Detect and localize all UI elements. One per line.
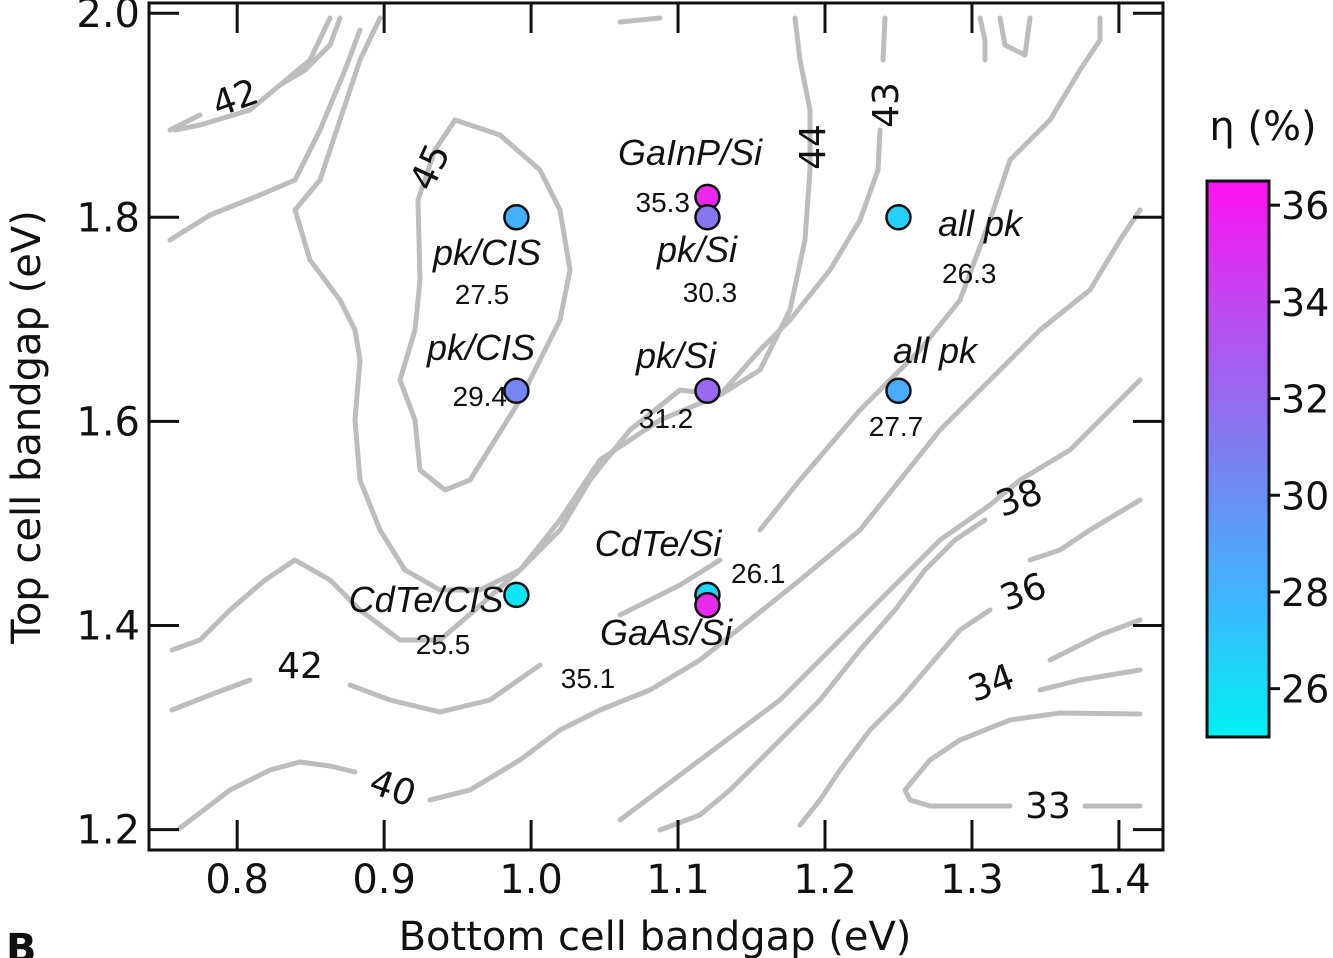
data-point-marker: [503, 377, 530, 405]
y-tick-label: 1.6: [76, 399, 140, 445]
contour-label: 34: [963, 656, 1020, 710]
point-name-label: GaAs/Si: [600, 612, 733, 653]
colorbar-tick-label: 28: [1281, 571, 1329, 615]
contour-line-42-top: [617, 15, 1033, 63]
y-axis: 1.2 1.4 1.6 1.8 2.0: [76, 0, 1163, 854]
contour-line-42: [169, 15, 1103, 715]
contour-line-42-upper: [167, 15, 343, 133]
point-name-label: pk/Si: [635, 335, 717, 376]
contour-line-38: [657, 497, 1143, 833]
point-name-label: CdTe/CIS: [349, 579, 504, 620]
x-axis: 0.8 0.9 1.0 1.1 1.2 1.3 1.4: [205, 3, 1151, 903]
contour-line-36: [797, 607, 1143, 828]
point-value-label: 30.3: [683, 277, 738, 308]
point-value-label: 26.1: [731, 558, 786, 589]
x-tick-label: 0.8: [205, 857, 269, 903]
x-tick-label: 0.9: [352, 857, 416, 903]
contour-label: 42: [207, 71, 264, 125]
point-value-label: 29.4: [453, 381, 508, 412]
data-point-marker: [694, 591, 721, 619]
contour-label: 44: [793, 124, 834, 170]
colorbar-tick-label: 26: [1281, 668, 1329, 712]
y-tick-label: 1.2: [76, 808, 140, 854]
colorbar-gradient: [1205, 179, 1271, 739]
colorbar-tick-label: 34: [1281, 281, 1329, 325]
colorbar-tick-label: 30: [1281, 474, 1329, 518]
point-value-label: 26.3: [942, 258, 997, 289]
contour-line-41: [427, 207, 1143, 803]
point-name-label: pk/CIS: [432, 232, 541, 273]
x-tick-label: 1.1: [646, 857, 710, 903]
data-point-marker: [694, 204, 721, 231]
point-name-label: CdTe/Si: [595, 523, 723, 564]
point-value-label: 27.5: [455, 279, 510, 310]
point-name-label: all pk: [893, 330, 979, 371]
contour-labels: 45 44 43 42 42 40 38 36 34 33: [207, 71, 1071, 827]
data-points: GaInP/Si 35.3 pk/Si 30.3 pk/CIS 27.5 all pk 26.…: [349, 132, 1024, 694]
contour-label: 43: [866, 82, 907, 128]
contour-label: 33: [1025, 786, 1071, 827]
x-tick-label: 1.2: [793, 857, 857, 903]
point-name-label: GaInP/Si: [618, 132, 763, 173]
contour-line-34: [902, 667, 1143, 809]
contour-label: 40: [364, 761, 421, 815]
data-point-marker: [503, 581, 530, 609]
contour-label: 42: [277, 646, 323, 687]
point-value-label: 35.3: [636, 187, 691, 218]
point-name-label: pk/CIS: [426, 327, 535, 368]
x-tick-label: 1.4: [1087, 857, 1151, 903]
x-axis-title: Bottom cell bandgap (eV): [399, 914, 912, 958]
data-point-marker: [885, 204, 912, 231]
contour-label: 45: [402, 138, 459, 197]
colorbar-ticks: 26 28 30 32 34 36: [1269, 184, 1329, 712]
plot-frame: [147, 1, 1165, 852]
y-tick-label: 1.4: [76, 603, 140, 649]
point-name-label: pk/Si: [656, 229, 738, 270]
y-axis-title: Top cell bandgap (eV): [4, 210, 50, 645]
contour-line-40: [177, 377, 1143, 831]
colorbar-title: η (%): [1209, 104, 1316, 150]
x-tick-label: 1.3: [940, 857, 1004, 903]
point-name-label: all pk: [938, 203, 1024, 244]
point-value-label: 25.5: [416, 629, 471, 660]
contour-line-43: [167, 15, 888, 653]
contour-label: 36: [995, 565, 1052, 619]
colorbar-tick-label: 36: [1281, 184, 1329, 228]
y-tick-label: 1.8: [76, 195, 140, 241]
point-value-label: 35.1: [561, 663, 616, 694]
x-tick-label: 1.0: [499, 857, 563, 903]
panel-letter: B: [6, 926, 37, 958]
contour-label: 38: [991, 471, 1048, 525]
colorbar: η (%) 26 28 30 32 34 36: [1205, 104, 1329, 739]
contour-lines: [167, 15, 1143, 833]
colorbar-tick-label: 32: [1281, 378, 1329, 422]
point-value-label: 31.2: [639, 403, 694, 434]
data-point-marker: [694, 377, 721, 405]
point-value-label: 27.7: [869, 411, 924, 442]
contour-line-44: [292, 15, 813, 593]
y-tick-label: 2.0: [76, 0, 140, 37]
data-point-marker: [503, 204, 530, 231]
data-point-marker: [885, 377, 912, 405]
